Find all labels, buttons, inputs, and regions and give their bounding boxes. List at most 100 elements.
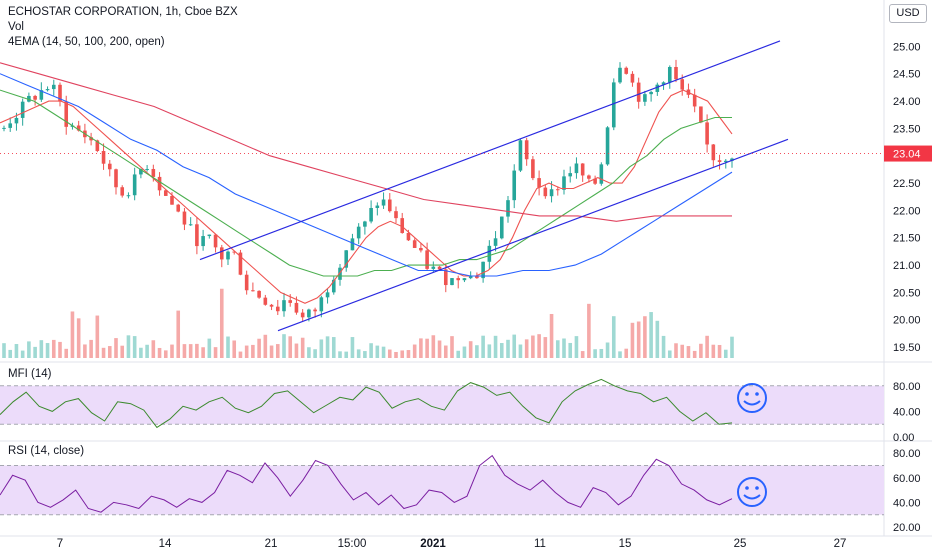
candle — [450, 278, 454, 286]
candle — [132, 167, 137, 201]
smiley-outline — [737, 383, 767, 413]
candle-body — [443, 269, 448, 286]
candle-body — [649, 91, 653, 95]
volume-bar — [555, 340, 560, 358]
volume-bar — [157, 347, 162, 358]
volume-bar — [213, 347, 218, 358]
currency-button[interactable]: USD — [889, 4, 927, 23]
candle-body — [363, 221, 367, 227]
volume-bar — [257, 338, 261, 358]
volume-bar — [412, 344, 417, 358]
candle-body — [394, 211, 398, 219]
candle-body — [512, 170, 517, 201]
candle-body — [699, 106, 703, 123]
candle-body — [562, 176, 566, 190]
candle-body — [2, 127, 6, 129]
candle-body — [145, 168, 149, 170]
time-tick-label: 7 — [57, 538, 63, 550]
candle-body — [568, 173, 573, 177]
candle — [58, 82, 62, 107]
candle-body — [95, 140, 100, 152]
volume-bar — [226, 336, 230, 358]
candle — [251, 282, 255, 292]
volume-bar — [661, 335, 666, 358]
candle — [456, 275, 461, 289]
volume-bar — [475, 345, 479, 358]
candle — [730, 157, 734, 168]
candle-body — [692, 94, 697, 107]
candle — [387, 193, 392, 213]
volume-bar — [201, 347, 205, 358]
volume-bar — [45, 343, 50, 358]
volume-bar — [219, 288, 224, 358]
volume-bar — [599, 348, 604, 358]
candle — [624, 66, 629, 75]
volume-bar — [151, 340, 156, 358]
candle — [674, 59, 678, 83]
candle — [599, 162, 604, 186]
volume-bar — [101, 347, 106, 358]
volume-bar — [655, 320, 660, 358]
smiley-mouth — [743, 400, 761, 406]
volume-bar — [51, 339, 56, 358]
candle-body — [406, 232, 411, 241]
candle-body — [661, 82, 666, 85]
volume-bar — [419, 338, 423, 358]
candle-body — [456, 278, 461, 281]
candle-body — [45, 89, 50, 91]
ema-legend[interactable]: 4EMA (14, 50, 100, 200, open) — [8, 36, 165, 48]
volume-bar — [95, 315, 100, 358]
candle-body — [182, 211, 187, 225]
candle-body — [251, 290, 255, 292]
price-tick-label: 24.50 — [893, 69, 921, 81]
candle-body — [593, 178, 597, 184]
volume-bar — [33, 346, 37, 358]
volume-bar — [263, 334, 268, 358]
candle — [375, 202, 380, 216]
candle — [232, 251, 237, 255]
ema-100-line — [0, 73, 733, 277]
price-tick-label: 24.00 — [893, 96, 921, 108]
candle — [636, 77, 641, 109]
candle-body — [506, 200, 510, 217]
volume-bar — [636, 321, 641, 358]
volume-bar — [238, 351, 243, 358]
volume-bar — [176, 310, 181, 358]
volume-bar — [481, 335, 485, 358]
candle-body — [20, 101, 25, 118]
volume-legend[interactable]: Vol — [8, 21, 24, 33]
candle — [425, 242, 429, 271]
candle — [64, 95, 69, 135]
volume-bar — [232, 340, 237, 358]
time-tick-label: 14 — [159, 538, 172, 550]
candle-body — [64, 101, 69, 127]
candle-body — [412, 240, 417, 248]
volume-bar — [711, 344, 716, 358]
volume-bar — [425, 338, 429, 358]
smiley-outline — [737, 477, 767, 507]
smiley-mouth — [743, 494, 761, 500]
rsi-tick-label: 60.00 — [893, 473, 921, 485]
candle — [419, 242, 423, 253]
candle — [114, 168, 118, 195]
candle — [2, 125, 6, 132]
candle-body — [400, 218, 405, 233]
symbol-title[interactable]: ECHOSTAR CORPORATION, 1h, Cboe BZX — [8, 6, 238, 18]
price-tick-label: 23.50 — [893, 123, 921, 135]
ema-14-line — [0, 89, 733, 304]
candle — [381, 192, 386, 209]
mfi-legend[interactable]: MFI (14) — [8, 368, 52, 380]
candle-body — [705, 122, 709, 145]
candle-body — [636, 82, 641, 102]
volume-bar — [369, 343, 373, 358]
candle-body — [369, 207, 373, 222]
volume-bar — [624, 348, 629, 358]
candle — [145, 165, 149, 172]
candle — [661, 81, 666, 90]
rsi-legend[interactable]: RSI (14, close) — [8, 445, 85, 457]
candle — [120, 185, 125, 198]
candle-body — [163, 190, 168, 196]
candle — [555, 186, 560, 196]
